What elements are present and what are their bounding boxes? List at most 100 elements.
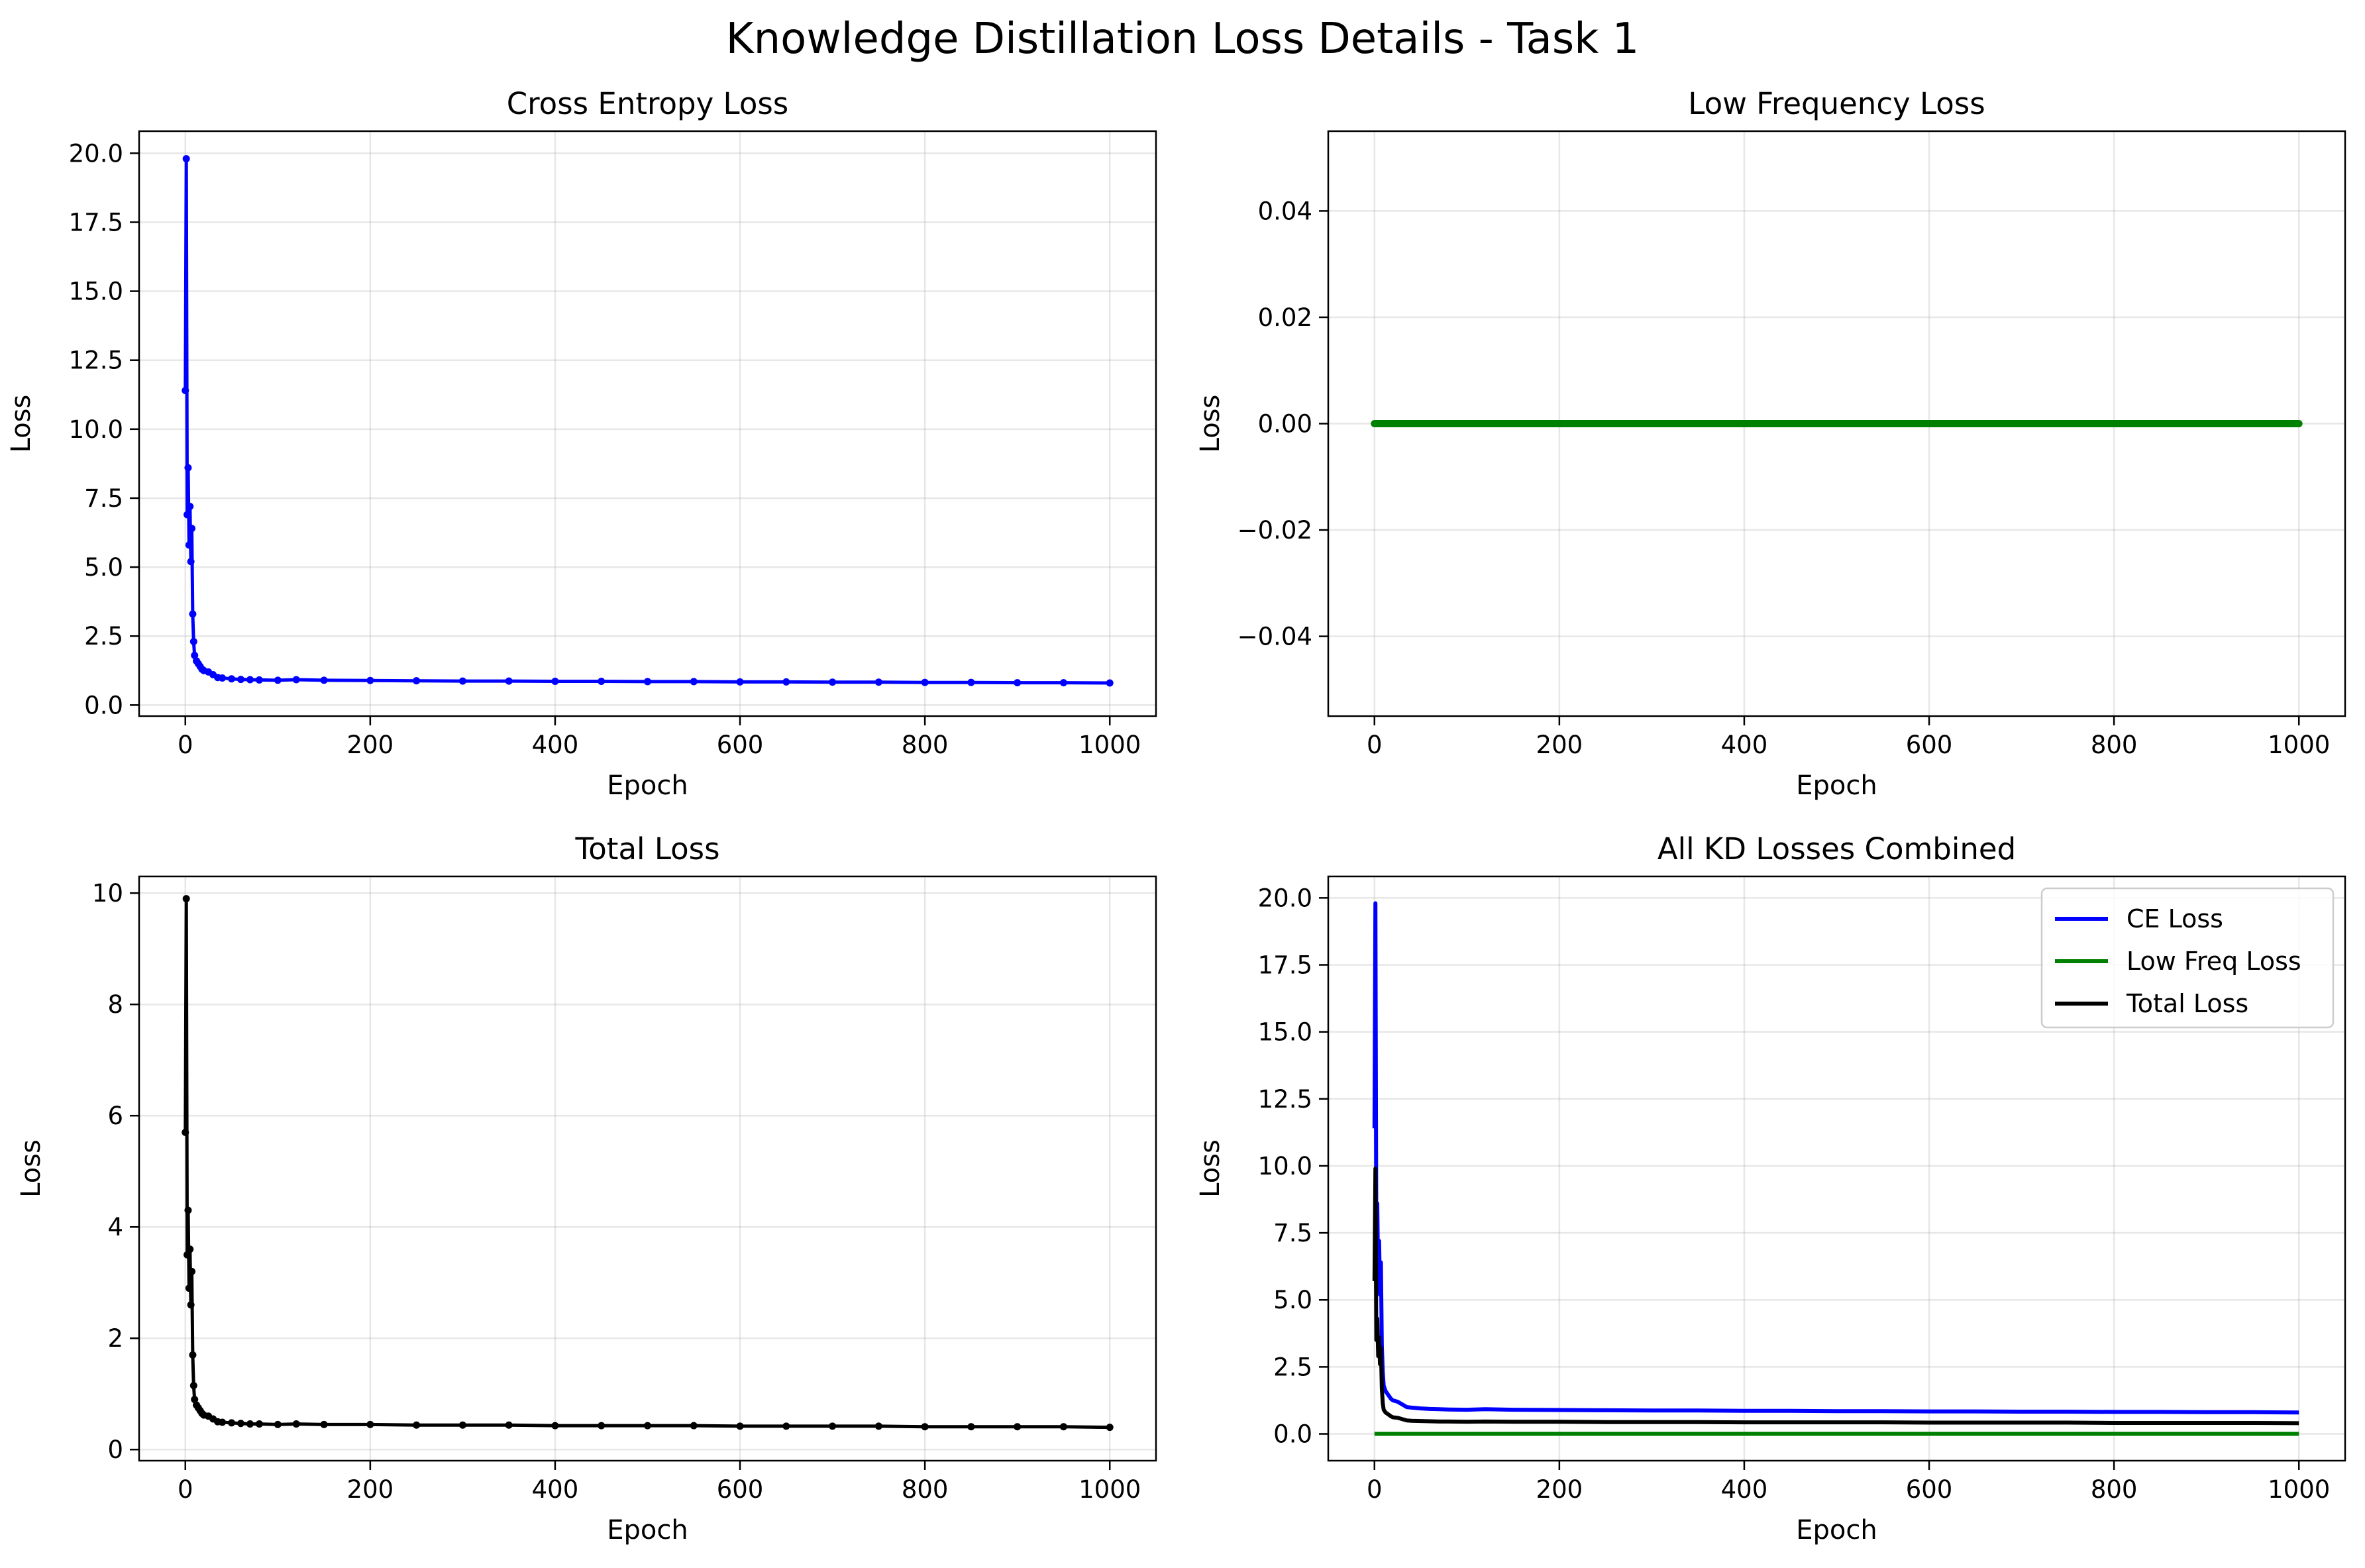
x-tick-label: 200 [347, 1475, 394, 1504]
x-axis-label: Epoch [1796, 770, 1877, 801]
data-point [184, 1206, 192, 1214]
y-axis-label: Loss [16, 1139, 46, 1198]
data-point [1106, 679, 1114, 687]
y-tick-label: −0.04 [1237, 623, 1312, 651]
data-point [219, 674, 227, 682]
data-point [1014, 679, 1022, 687]
data-point [188, 1267, 196, 1275]
data-point [320, 676, 328, 684]
y-axis-label: Loss [1195, 1139, 1226, 1198]
data-point [237, 1420, 244, 1428]
data-point [320, 1420, 328, 1428]
x-tick-label: 0 [1367, 731, 1383, 759]
data-point [191, 651, 199, 659]
x-axis-label: Epoch [607, 770, 688, 801]
data-point [644, 678, 651, 686]
data-point [413, 1421, 421, 1429]
data-point [921, 678, 929, 686]
y-tick-label: 10.0 [1258, 1152, 1312, 1180]
subplot-combined: 0 200 400 600 800 1000 0.0 2.5 5.0 7.5 10.0 12.5 15.… [1195, 831, 2346, 1545]
subplot-title: Total Loss [574, 831, 719, 866]
y-tick-label: 7.5 [1273, 1219, 1312, 1247]
x-tick-label: 1000 [1078, 731, 1141, 759]
data-point [505, 1421, 513, 1429]
data-point [782, 1422, 790, 1430]
series-line [1372, 1167, 2299, 1426]
data-point [184, 1251, 191, 1259]
data-point [874, 678, 882, 686]
y-tick-label: 12.5 [69, 346, 123, 375]
data-point [1059, 679, 1067, 687]
subplot-total: 0 200 400 600 800 1000 0 2 4 6 8 10 Total Loss Epoch L… [16, 831, 1157, 1545]
legend-label: CE Loss [2127, 904, 2223, 933]
data-point [184, 511, 191, 519]
x-tick-label: 800 [902, 1475, 949, 1504]
y-tick-label: 0.0 [1273, 1420, 1312, 1449]
data-point [921, 1423, 929, 1431]
x-tick-label: 1000 [2268, 1475, 2330, 1504]
data-point [255, 676, 263, 684]
x-axis-label: Epoch [607, 1515, 688, 1545]
y-tick-label: 20.0 [69, 139, 123, 168]
data-point [255, 1420, 263, 1428]
x-tick-label: 1000 [1078, 1475, 1141, 1504]
subplot-lf: 0 200 400 600 800 1000 −0.04 −0.02 0.00 0.02 0.04 L… [1195, 86, 2346, 801]
data-point [644, 1422, 651, 1430]
data-point [189, 638, 197, 646]
x-tick-label: 200 [1536, 1475, 1583, 1504]
y-tick-label: 15.0 [1258, 1018, 1312, 1047]
data-point [188, 525, 196, 533]
data-point [690, 1422, 698, 1430]
x-tick-label: 0 [178, 1475, 193, 1504]
x-tick-label: 1000 [2268, 731, 2330, 759]
x-tick-label: 600 [717, 731, 764, 759]
data-point [292, 1420, 300, 1428]
legend-label: Low Freq Loss [2127, 947, 2301, 976]
axes-frame [1327, 130, 2346, 717]
x-tick-label: 400 [1721, 1475, 1768, 1504]
y-tick-label: 12.5 [1258, 1085, 1312, 1114]
data-point [185, 541, 193, 549]
data-point [874, 1422, 882, 1430]
data-point [413, 677, 421, 685]
x-tick-label: 200 [1536, 731, 1583, 759]
x-tick-label: 600 [717, 1475, 764, 1504]
legend-frame [2040, 887, 2335, 1029]
y-tick-label: 0.02 [1258, 303, 1312, 332]
y-tick-label: 17.5 [69, 208, 123, 236]
data-point [182, 895, 190, 903]
axes-frame [138, 130, 1157, 717]
legend: CE Loss Low Freq Loss Total Loss [2040, 887, 2335, 1029]
data-point [189, 1351, 197, 1359]
x-tick-label: 800 [2091, 1475, 2138, 1504]
data-point [191, 1396, 199, 1404]
data-point [598, 678, 605, 686]
y-tick-label: 2.5 [1273, 1353, 1312, 1381]
series-line-0 [182, 155, 1114, 687]
data-point [736, 678, 744, 686]
data-point [228, 1419, 236, 1427]
legend-label: Total Loss [2126, 989, 2248, 1018]
y-tick-label: 2.5 [84, 622, 123, 651]
x-tick-label: 600 [1906, 1475, 1953, 1504]
x-axis-label: Epoch [1796, 1515, 1877, 1545]
x-tick-label: 0 [1367, 1475, 1383, 1504]
x-tick-label: 400 [1721, 731, 1768, 759]
data-point [187, 558, 195, 566]
data-point [246, 1420, 254, 1428]
data-point [189, 610, 197, 618]
data-point [690, 678, 698, 686]
data-point [967, 1423, 975, 1431]
data-point [1106, 1424, 1114, 1432]
series-line [1372, 901, 2299, 1415]
data-point [551, 678, 559, 686]
series-ce-loss [1372, 901, 2299, 1415]
x-tick-label: 400 [532, 1475, 579, 1504]
y-tick-label: 8 [107, 990, 123, 1019]
y-tick-label: −0.02 [1237, 516, 1312, 545]
axes-frame [138, 875, 1157, 1462]
data-point [187, 1301, 195, 1309]
y-axis-label: Loss [6, 395, 36, 453]
subplot-title: Cross Entropy Loss [507, 86, 789, 121]
axes-frame [1327, 875, 2346, 1462]
